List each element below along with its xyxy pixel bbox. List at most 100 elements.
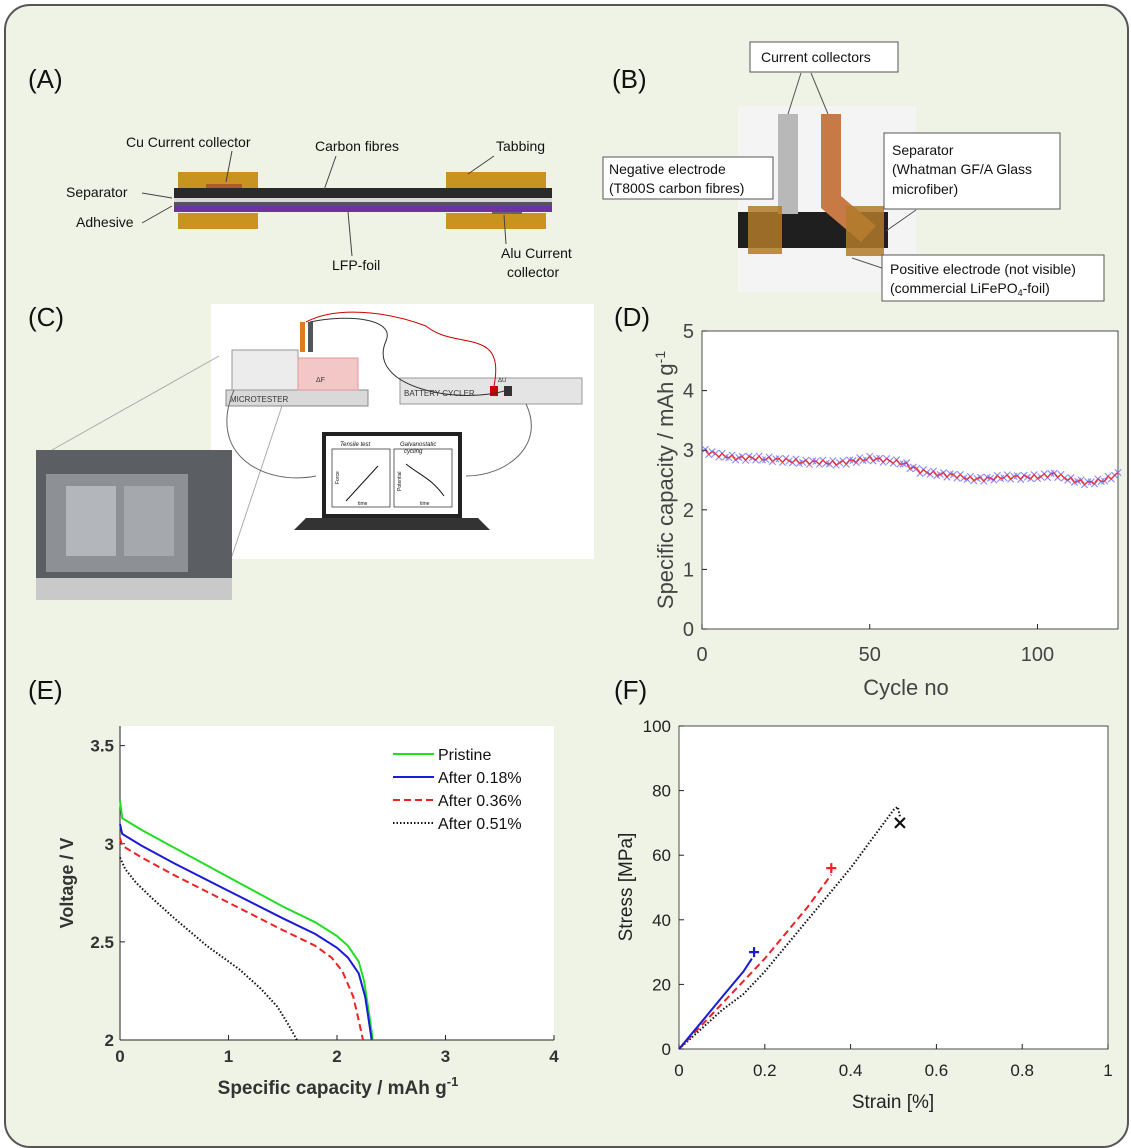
label-separator-1: Separator bbox=[892, 142, 954, 158]
tab-photo-right bbox=[846, 206, 884, 256]
microtester-left-block bbox=[231, 349, 299, 391]
chart-f-plot-area bbox=[678, 725, 1109, 1050]
label-separator-2: (Whatman GF/A Glass bbox=[892, 161, 1032, 177]
panel-a-label: (A) bbox=[28, 64, 63, 94]
arrow-cu bbox=[225, 150, 233, 183]
chart-e-xlabel-sup: -1 bbox=[447, 1074, 459, 1089]
chart-e-xtick-label: 3 bbox=[441, 1047, 450, 1066]
chart-e-ytick-label: 2 bbox=[105, 1031, 114, 1050]
chart-f-lines bbox=[678, 805, 906, 1050]
callout-separator bbox=[883, 132, 1061, 210]
chart-d-ylabel-sup: -1 bbox=[652, 351, 668, 364]
chart-e-xtick-label: 1 bbox=[224, 1047, 233, 1066]
adhesive-layer bbox=[174, 202, 552, 206]
label-positive-1: Positive electrode (not visible) bbox=[890, 261, 1076, 277]
chart-d-ytick-label: 1 bbox=[683, 559, 694, 581]
chart-e-ticks: 0 1 2 3 4 2 2.5 3 3.5 bbox=[90, 737, 559, 1066]
chart-d-xlabel: Cycle no bbox=[863, 675, 949, 700]
chart-e-xtick-label: 2 bbox=[332, 1047, 341, 1066]
carbon-fibre-layer bbox=[174, 188, 552, 198]
arrow-cc-right bbox=[810, 72, 829, 115]
callout-current-collectors bbox=[749, 41, 899, 73]
cycler-terminal-red bbox=[490, 386, 498, 396]
chart-d-xtick-label: 0 bbox=[696, 644, 707, 666]
chart-f-end-marker bbox=[894, 817, 906, 829]
chart-f-ticks: 0 0.2 0.4 0.6 0.8 1 0 20 40 60 80 100 bbox=[643, 717, 1113, 1080]
label-positive-2a: (commercial LiFePO bbox=[890, 280, 1018, 296]
figure-frame: (A) Cu Current collector Carbon fibres T… bbox=[4, 4, 1129, 1148]
zoom-line-top bbox=[51, 355, 220, 451]
chart-d-ytick-label: 0 bbox=[683, 619, 694, 641]
chart-e-plot-area bbox=[120, 726, 554, 1040]
arrow-tabbing bbox=[467, 155, 495, 175]
panel-c-label: (C) bbox=[28, 302, 64, 332]
separator-layer bbox=[174, 198, 552, 202]
aluminium-collector-photo bbox=[821, 114, 876, 242]
label-positive-2: (commercial LiFePO4-foil) bbox=[890, 280, 1050, 298]
chart-e-legend: Pristine After 0.18% After 0.36% After 0.51… bbox=[393, 747, 522, 833]
wire-red bbox=[305, 311, 497, 387]
wire-black bbox=[309, 317, 509, 396]
panel-a: (A) Cu Current collector Carbon fibres T… bbox=[28, 64, 572, 280]
chart-e-xlabel: Specific capacity / mAh g-1 bbox=[218, 1074, 459, 1099]
label-lfp-foil: LFP-foil bbox=[332, 257, 380, 273]
mini-time-1: time bbox=[358, 501, 368, 507]
photo-ruler bbox=[36, 578, 232, 600]
chart-f-ytick-label: 80 bbox=[652, 782, 671, 801]
tensile-test-label: Tensile test bbox=[340, 442, 370, 448]
panel-b: (B) Current collectors Negative electrod… bbox=[602, 41, 1105, 302]
chart-f-end-marker bbox=[826, 863, 837, 874]
chart-e-xlabel-main: Specific capacity / mAh g bbox=[218, 1078, 447, 1099]
tab-right-bottom bbox=[446, 213, 546, 229]
chart-e-legend-label: After 0.36% bbox=[438, 793, 522, 810]
label-tabbing: Tabbing bbox=[496, 138, 545, 154]
delta-force-label: ΔF bbox=[316, 377, 325, 384]
chart-d-ticks: 0 50 100 0 1 2 3 4 5 bbox=[683, 321, 1054, 666]
chart-f-series-line bbox=[678, 805, 901, 1050]
chart-e-ylabel: Voltage / V bbox=[57, 838, 77, 929]
label-negative-1: Negative electrode bbox=[609, 161, 726, 177]
mini-chart-tensile bbox=[331, 448, 391, 508]
figure-canvas: (A) Cu Current collector Carbon fibres T… bbox=[28, 41, 1122, 1113]
chart-e-xtick-label: 0 bbox=[115, 1047, 124, 1066]
panel-e: (E) 0 1 2 3 4 2 2.5 3 3.5 Pristine After 0.18% Aft… bbox=[28, 675, 559, 1099]
sample-tab-orange bbox=[300, 322, 305, 352]
chart-d-ylabel-main: Specific capacity / mAh g bbox=[653, 363, 678, 609]
chart-f-ytick-label: 0 bbox=[662, 1040, 671, 1059]
cu-collector bbox=[206, 184, 242, 190]
cable-cycler-laptop bbox=[465, 403, 532, 477]
arrow-positive bbox=[851, 257, 883, 269]
panel-f: (F) 0 0.2 0.4 0.6 0.8 1 0 20 40 60 80 100 Strain [%… bbox=[614, 675, 1113, 1113]
galvanostatic-label-2: cycling bbox=[404, 449, 423, 455]
panel-c: (C) MICROTESTER ΔF BATTERY CYCLER ΔU Ten… bbox=[28, 302, 594, 600]
callout-negative bbox=[602, 156, 774, 200]
mini-cycling-curve bbox=[405, 463, 445, 497]
chart-e-ytick-label: 3.5 bbox=[90, 737, 114, 756]
callout-positive bbox=[881, 254, 1105, 302]
mini-potential-axis: Potential bbox=[397, 472, 403, 491]
cable-tester-laptop bbox=[226, 389, 317, 479]
lfp-foil-layer bbox=[174, 206, 552, 212]
chart-e-series-line bbox=[119, 857, 298, 1041]
label-positive-sub: 4 bbox=[1018, 288, 1023, 298]
chart-f-series-line bbox=[678, 874, 833, 1050]
chart-f-xtick-label: 0.6 bbox=[925, 1061, 949, 1080]
chart-f-ylabel: Stress [MPa] bbox=[616, 833, 637, 942]
chart-e-series-line bbox=[119, 823, 373, 1041]
chart-f-ytick-label: 100 bbox=[643, 717, 671, 736]
panel-b-label: (B) bbox=[612, 64, 647, 94]
mini-force-axis: Force bbox=[335, 471, 341, 484]
arrow-adhesive bbox=[141, 205, 173, 224]
chart-d-ytick-label: 5 bbox=[683, 321, 694, 343]
label-alu-1: Alu Current bbox=[501, 245, 572, 261]
label-current-collectors: Current collectors bbox=[761, 49, 871, 65]
chart-f-xtick-label: 1 bbox=[1103, 1061, 1112, 1080]
label-positive-2b: -foil) bbox=[1023, 280, 1050, 296]
chart-d-marks bbox=[701, 445, 1122, 489]
laptop-base bbox=[294, 518, 490, 530]
chart-f-ytick-label: 40 bbox=[652, 911, 671, 930]
chart-d-xtick-label: 50 bbox=[859, 644, 881, 666]
tab-photo-left bbox=[748, 206, 782, 254]
chart-e-legend-label: After 0.51% bbox=[438, 816, 522, 833]
chart-f-ytick-label: 60 bbox=[652, 846, 671, 865]
